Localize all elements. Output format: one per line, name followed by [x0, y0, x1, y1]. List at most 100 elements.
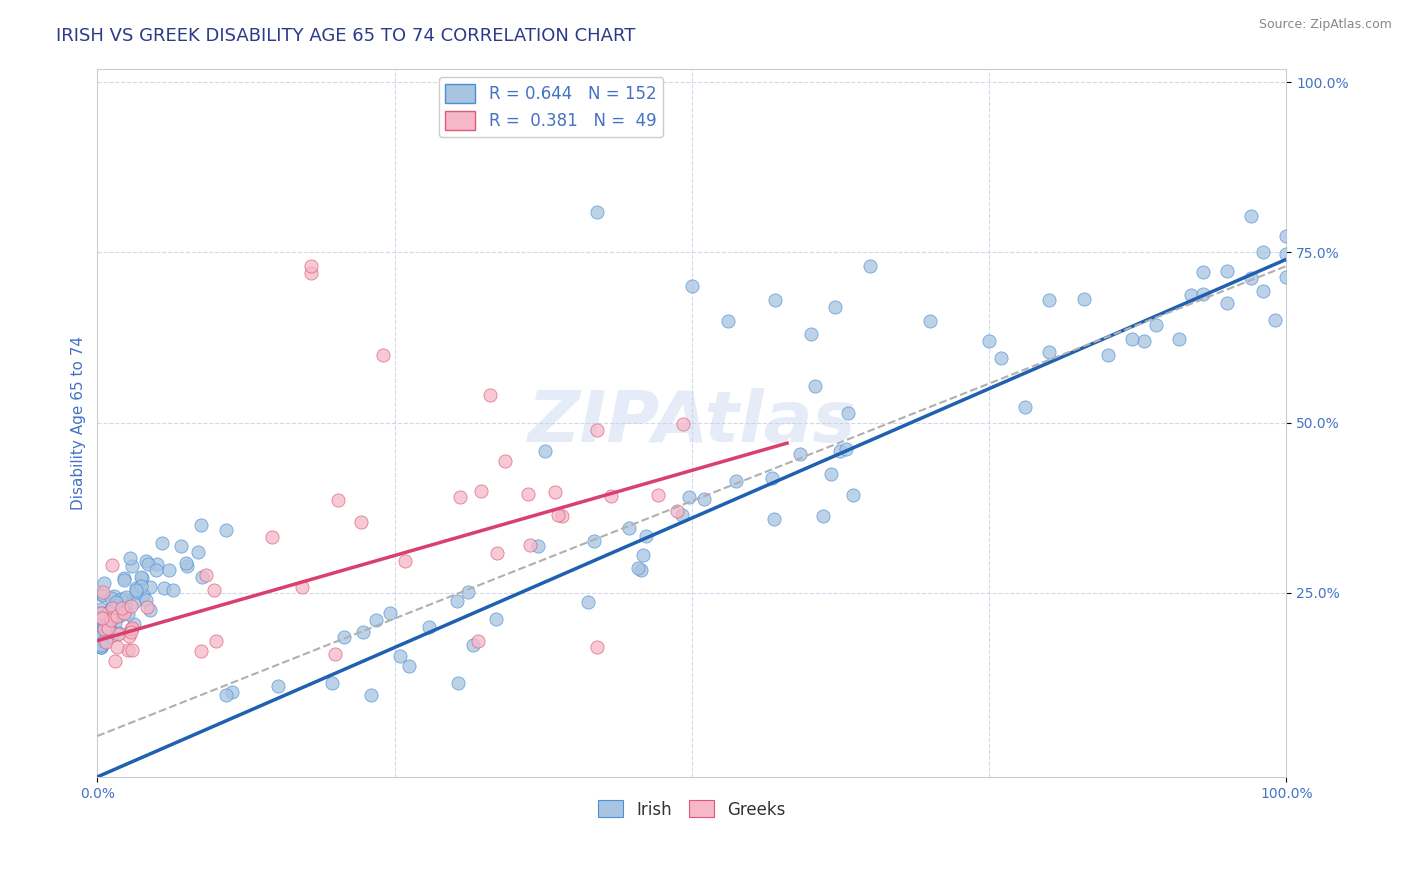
Point — [190, 644, 212, 658]
Point — [122, 617, 145, 632]
Point — [103, 654, 125, 668]
Point — [125, 582, 148, 597]
Point — [446, 594, 468, 608]
Point — [90, 608, 112, 623]
Point — [1014, 401, 1036, 415]
Point — [100, 614, 122, 628]
Point — [101, 605, 124, 619]
Point — [551, 508, 574, 523]
Point — [157, 563, 180, 577]
Point — [122, 594, 145, 608]
Point — [96, 610, 118, 624]
Point — [90, 611, 112, 625]
Point — [121, 642, 143, 657]
Point — [90, 629, 112, 643]
Point — [323, 647, 346, 661]
Point — [153, 581, 176, 595]
Point — [693, 492, 716, 507]
Point — [112, 606, 135, 620]
Point — [105, 608, 128, 623]
Point — [671, 508, 693, 522]
Point — [90, 606, 112, 620]
Point — [1251, 245, 1274, 260]
Point — [114, 571, 136, 585]
Point — [202, 582, 225, 597]
Text: Source: ZipAtlas.com: Source: ZipAtlas.com — [1258, 18, 1392, 31]
Point — [463, 638, 485, 652]
Point — [131, 570, 153, 584]
Point — [90, 640, 112, 655]
Point — [97, 624, 120, 638]
Point — [107, 626, 129, 640]
Point — [97, 612, 120, 626]
Point — [544, 484, 567, 499]
Point — [547, 508, 569, 522]
Point — [1144, 318, 1167, 333]
Point — [114, 605, 136, 619]
Point — [110, 600, 132, 615]
Point — [835, 442, 858, 456]
Point — [90, 631, 112, 645]
Point — [108, 596, 131, 610]
Point — [187, 545, 209, 559]
Point — [262, 530, 284, 544]
Point — [93, 623, 115, 637]
Point — [599, 489, 621, 503]
Point — [91, 588, 114, 602]
Point — [1073, 292, 1095, 306]
Point — [121, 559, 143, 574]
Point — [291, 581, 314, 595]
Point — [1251, 284, 1274, 298]
Point — [139, 603, 162, 617]
Point — [115, 591, 138, 605]
Point — [678, 490, 700, 504]
Point — [97, 613, 120, 627]
Point — [630, 563, 652, 577]
Point — [364, 613, 387, 627]
Point — [813, 508, 835, 523]
Point — [117, 642, 139, 657]
Point — [1240, 271, 1263, 285]
Point — [1216, 296, 1239, 310]
Point — [447, 676, 470, 690]
Point — [1038, 344, 1060, 359]
Point — [859, 259, 882, 273]
Point — [117, 629, 139, 643]
Point — [104, 601, 127, 615]
Point — [1097, 348, 1119, 362]
Point — [114, 595, 136, 609]
Point — [125, 584, 148, 599]
Point — [90, 640, 112, 654]
Point — [1240, 210, 1263, 224]
Point — [100, 629, 122, 643]
Point — [90, 614, 112, 628]
Point — [1192, 287, 1215, 301]
Point — [478, 388, 501, 402]
Point — [100, 601, 122, 615]
Point — [110, 591, 132, 606]
Point — [800, 327, 823, 342]
Point — [803, 379, 825, 393]
Point — [457, 585, 479, 599]
Point — [830, 443, 852, 458]
Point — [1132, 334, 1154, 349]
Point — [90, 606, 112, 620]
Point — [494, 454, 516, 468]
Point — [91, 615, 114, 629]
Point — [91, 588, 114, 602]
Point — [631, 548, 654, 562]
Point — [93, 620, 115, 634]
Point — [371, 348, 394, 362]
Point — [517, 486, 540, 500]
Point — [100, 601, 122, 615]
Point — [90, 611, 112, 625]
Point — [93, 607, 115, 621]
Point — [979, 334, 1001, 348]
Point — [837, 406, 859, 420]
Point — [145, 563, 167, 577]
Point — [105, 595, 128, 609]
Point — [120, 625, 142, 640]
Point — [763, 512, 786, 526]
Point — [100, 607, 122, 621]
Point — [1275, 247, 1298, 261]
